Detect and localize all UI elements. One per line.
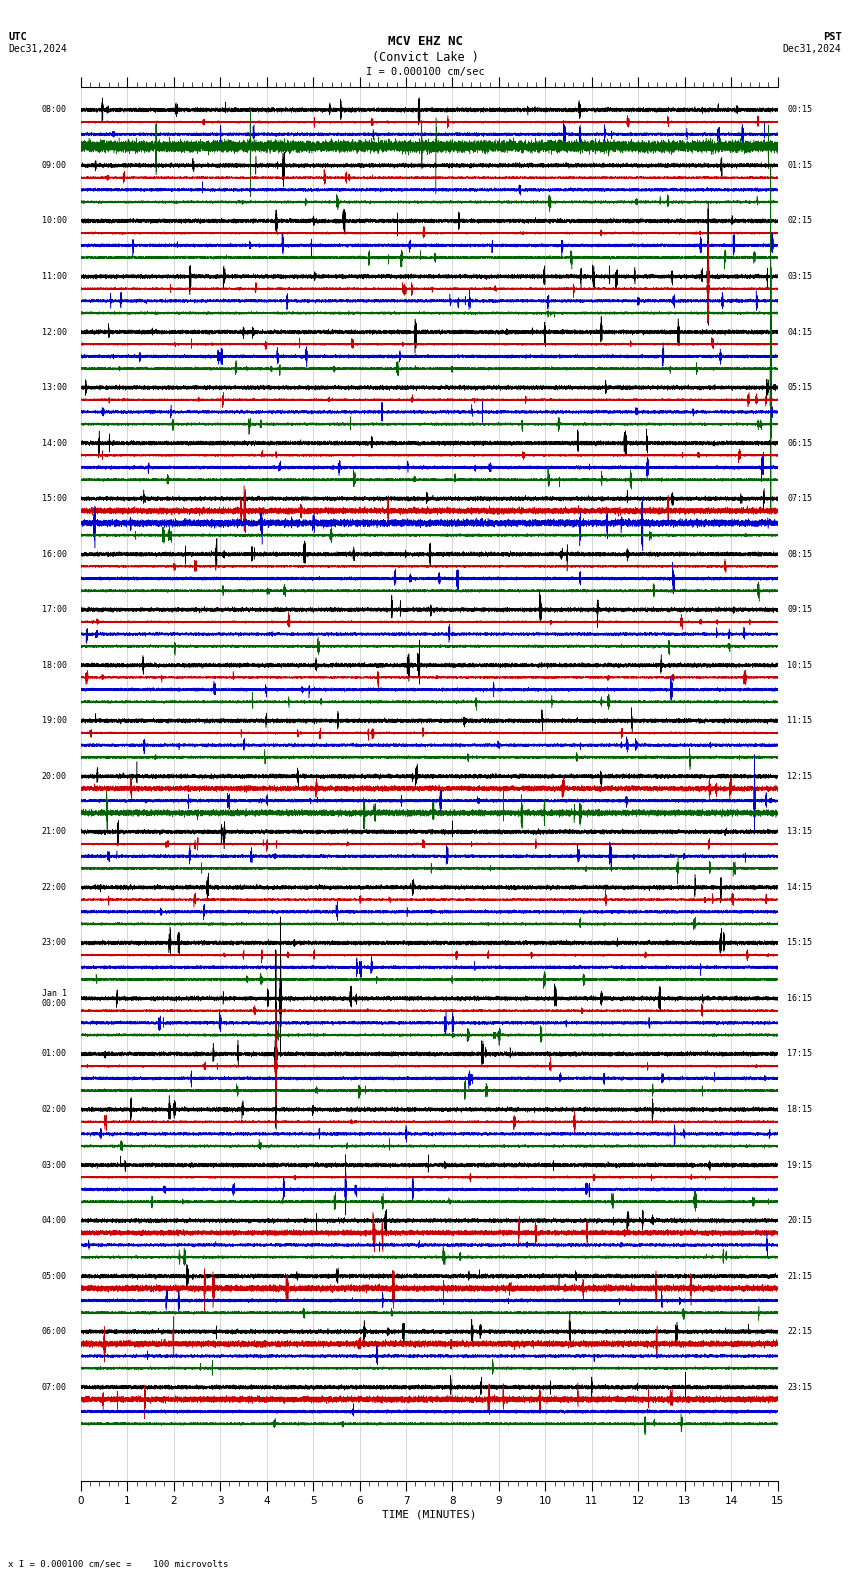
- X-axis label: TIME (MINUTES): TIME (MINUTES): [382, 1510, 477, 1519]
- Text: 23:15: 23:15: [787, 1383, 812, 1392]
- Text: Dec31,2024: Dec31,2024: [8, 44, 67, 54]
- Text: 12:00: 12:00: [42, 328, 67, 336]
- Text: 03:00: 03:00: [42, 1161, 67, 1169]
- Text: 21:00: 21:00: [42, 827, 67, 836]
- Text: I = 0.000100 cm/sec: I = 0.000100 cm/sec: [366, 67, 484, 76]
- Text: Dec31,2024: Dec31,2024: [783, 44, 842, 54]
- Text: 11:15: 11:15: [787, 716, 812, 725]
- Text: 04:15: 04:15: [787, 328, 812, 336]
- Text: 08:15: 08:15: [787, 550, 812, 559]
- Text: 18:00: 18:00: [42, 661, 67, 670]
- Text: 15:00: 15:00: [42, 494, 67, 504]
- Text: 19:15: 19:15: [787, 1161, 812, 1169]
- Text: 21:15: 21:15: [787, 1272, 812, 1280]
- Text: (Convict Lake ): (Convict Lake ): [371, 51, 479, 63]
- Text: 06:00: 06:00: [42, 1327, 67, 1337]
- Text: 20:15: 20:15: [787, 1217, 812, 1224]
- Text: 09:00: 09:00: [42, 162, 67, 169]
- Text: 14:00: 14:00: [42, 439, 67, 448]
- Text: 18:15: 18:15: [787, 1106, 812, 1114]
- Text: 07:00: 07:00: [42, 1383, 67, 1392]
- Text: 17:15: 17:15: [787, 1050, 812, 1058]
- Text: 11:00: 11:00: [42, 272, 67, 280]
- Text: 05:15: 05:15: [787, 383, 812, 393]
- Text: 03:15: 03:15: [787, 272, 812, 280]
- Text: 05:00: 05:00: [42, 1272, 67, 1280]
- Text: MCV EHZ NC: MCV EHZ NC: [388, 35, 462, 48]
- Text: 04:00: 04:00: [42, 1217, 67, 1224]
- Text: 06:15: 06:15: [787, 439, 812, 448]
- Text: 07:15: 07:15: [787, 494, 812, 504]
- Text: 19:00: 19:00: [42, 716, 67, 725]
- Text: 10:15: 10:15: [787, 661, 812, 670]
- Text: PST: PST: [823, 32, 842, 41]
- Text: 22:00: 22:00: [42, 882, 67, 892]
- Text: x I = 0.000100 cm/sec =    100 microvolts: x I = 0.000100 cm/sec = 100 microvolts: [8, 1559, 229, 1568]
- Text: 02:00: 02:00: [42, 1106, 67, 1114]
- Text: 01:00: 01:00: [42, 1050, 67, 1058]
- Text: 17:00: 17:00: [42, 605, 67, 615]
- Text: 20:00: 20:00: [42, 771, 67, 781]
- Text: 13:00: 13:00: [42, 383, 67, 393]
- Text: Jan 1
00:00: Jan 1 00:00: [42, 988, 67, 1007]
- Text: UTC: UTC: [8, 32, 27, 41]
- Text: 16:00: 16:00: [42, 550, 67, 559]
- Text: 14:15: 14:15: [787, 882, 812, 892]
- Text: 00:15: 00:15: [787, 106, 812, 114]
- Text: 15:15: 15:15: [787, 938, 812, 947]
- Text: 23:00: 23:00: [42, 938, 67, 947]
- Text: 22:15: 22:15: [787, 1327, 812, 1337]
- Text: 02:15: 02:15: [787, 217, 812, 225]
- Text: 10:00: 10:00: [42, 217, 67, 225]
- Text: 01:15: 01:15: [787, 162, 812, 169]
- Text: 09:15: 09:15: [787, 605, 812, 615]
- Text: 16:15: 16:15: [787, 993, 812, 1003]
- Text: 08:00: 08:00: [42, 106, 67, 114]
- Text: 13:15: 13:15: [787, 827, 812, 836]
- Text: 12:15: 12:15: [787, 771, 812, 781]
